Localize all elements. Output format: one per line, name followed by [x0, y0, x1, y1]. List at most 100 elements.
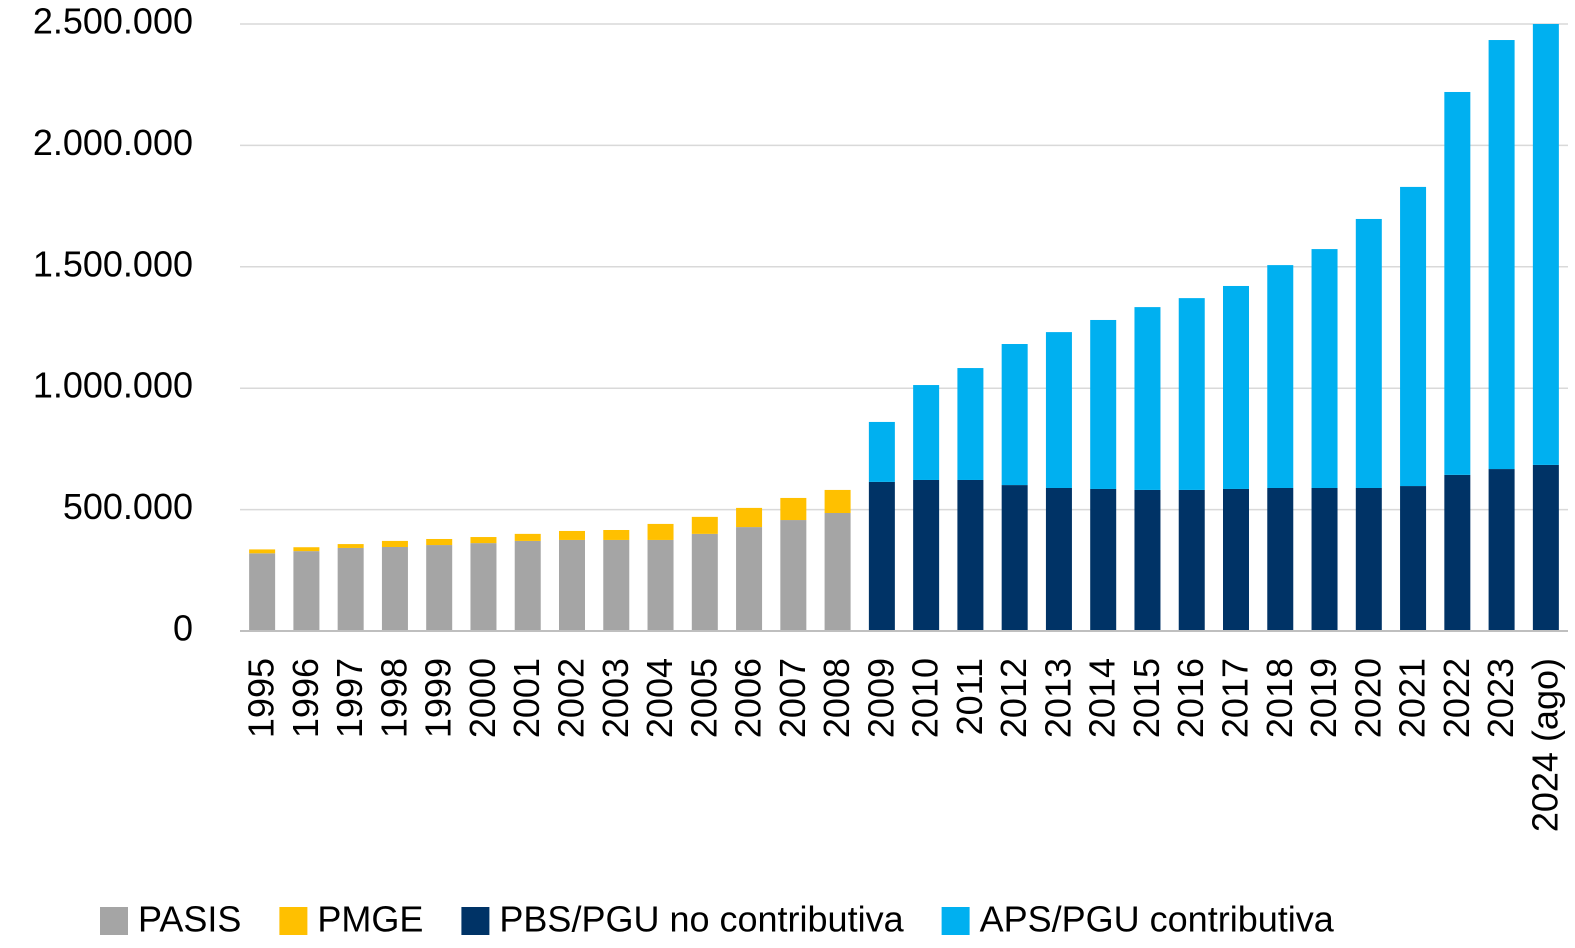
x-tick-label: 2019	[1303, 658, 1344, 738]
legend-swatch	[461, 907, 490, 935]
bar-segment	[1488, 40, 1515, 470]
bar-segment	[381, 540, 408, 547]
x-tick-label: 2001	[506, 658, 547, 738]
bar-segment	[1444, 91, 1471, 475]
bar-segment	[337, 544, 364, 548]
x-tick-label: 2012	[993, 658, 1034, 738]
x-tick-label: 2006	[728, 658, 769, 738]
bar-segment	[824, 489, 851, 513]
bar-segment	[647, 523, 674, 540]
bar-segment	[559, 530, 585, 540]
bar-segment	[1532, 464, 1559, 631]
bar-segment	[913, 385, 940, 480]
bar-segment	[1267, 265, 1294, 488]
bar-segment	[470, 537, 497, 544]
x-tick-label: 1997	[329, 658, 370, 738]
bar-segment	[249, 549, 276, 554]
bar-segment	[603, 529, 630, 540]
x-tick-label: 2003	[595, 658, 636, 738]
bar-segment	[957, 368, 984, 480]
bar-segment	[1134, 307, 1161, 490]
bar-segment	[1488, 469, 1515, 631]
x-tick-label: 1998	[373, 658, 414, 738]
bar-segment	[1355, 487, 1382, 631]
x-tick-label: 2013	[1037, 658, 1078, 738]
bar-segment	[1178, 489, 1205, 631]
y-tick-label: 2.500.000	[33, 1, 193, 42]
legend-swatch	[279, 907, 308, 935]
x-tick-label: 2005	[683, 658, 724, 738]
bar-segment	[1444, 474, 1471, 631]
bar-segment	[559, 539, 585, 631]
bar-segment	[1267, 487, 1294, 631]
x-tick-label: 2023	[1480, 658, 1521, 738]
bar-segment	[426, 545, 453, 631]
bar-segment	[1311, 249, 1338, 488]
x-tick-label: 2024 (ago)	[1524, 658, 1565, 832]
bar-segment	[1400, 486, 1427, 631]
bar-segment	[1045, 332, 1072, 488]
x-tick-label: 2020	[1347, 658, 1388, 738]
legend-label: PBS/PGU no contributiva	[499, 899, 904, 940]
x-tick-label: 2000	[462, 658, 503, 738]
bar-segment	[1090, 319, 1117, 489]
x-tick-label: 2014	[1082, 658, 1123, 738]
bar-segment	[293, 551, 320, 631]
legend-swatch	[941, 907, 970, 935]
bar-segment	[381, 546, 408, 631]
bar-segment	[868, 481, 895, 631]
y-tick-label: 1.000.000	[33, 365, 193, 406]
x-tick-label: 2021	[1392, 658, 1433, 738]
y-tick-label: 1.500.000	[33, 243, 193, 284]
bar-segment	[691, 533, 718, 631]
bar-segment	[1223, 285, 1249, 489]
bar-segment	[514, 540, 541, 631]
bar-segment	[603, 539, 630, 631]
bar-segment	[736, 507, 763, 528]
x-tick-label: 2015	[1126, 658, 1167, 738]
bar-segment	[337, 547, 364, 631]
bar-segment	[249, 553, 276, 631]
x-tick-label: 2017	[1215, 658, 1256, 738]
legend-swatch	[100, 907, 128, 935]
y-tick-label: 2.000.000	[33, 122, 193, 163]
x-tick-label: 2008	[816, 658, 857, 738]
x-tick-label: 1996	[285, 658, 326, 738]
bar-segment	[1400, 186, 1427, 487]
x-tick-label: 2018	[1259, 658, 1300, 738]
bar-segment	[1134, 489, 1161, 631]
legend-label: APS/PGU contributiva	[980, 899, 1335, 940]
x-tick-label: 2004	[639, 658, 680, 738]
bar-segment	[780, 520, 807, 631]
bar-segment	[1355, 218, 1382, 488]
bar-segment	[514, 533, 541, 541]
y-tick-label: 500.000	[63, 486, 193, 527]
bar-segment	[1001, 344, 1028, 486]
bar-segment	[470, 543, 497, 631]
x-tick-label: 1999	[418, 658, 459, 738]
x-tick-label: 2011	[949, 658, 990, 735]
y-tick-label: 0	[173, 608, 193, 649]
bar-segment	[1178, 298, 1205, 490]
x-tick-label: 2022	[1436, 658, 1477, 738]
bar-segment	[913, 479, 940, 631]
bar-segment	[1311, 487, 1338, 631]
legend-label: PASIS	[138, 899, 241, 940]
bar-segment	[647, 539, 674, 631]
bar-segment	[868, 421, 895, 482]
legend-label: PMGE	[317, 899, 423, 940]
bar-segment	[780, 497, 807, 521]
bar-segment	[1090, 488, 1117, 631]
x-tick-label: 2007	[772, 658, 813, 738]
x-tick-label: 1995	[241, 658, 282, 738]
x-tick-label: 2010	[905, 658, 946, 738]
bar-segment	[1045, 487, 1072, 631]
x-tick-label: 2009	[860, 658, 901, 738]
bar-segment	[1001, 485, 1028, 631]
bar-segment	[691, 516, 718, 534]
x-tick-label: 2002	[551, 658, 592, 738]
bar-segment	[736, 527, 763, 631]
bar-segment	[426, 538, 453, 546]
bar-segment	[1532, 24, 1559, 465]
